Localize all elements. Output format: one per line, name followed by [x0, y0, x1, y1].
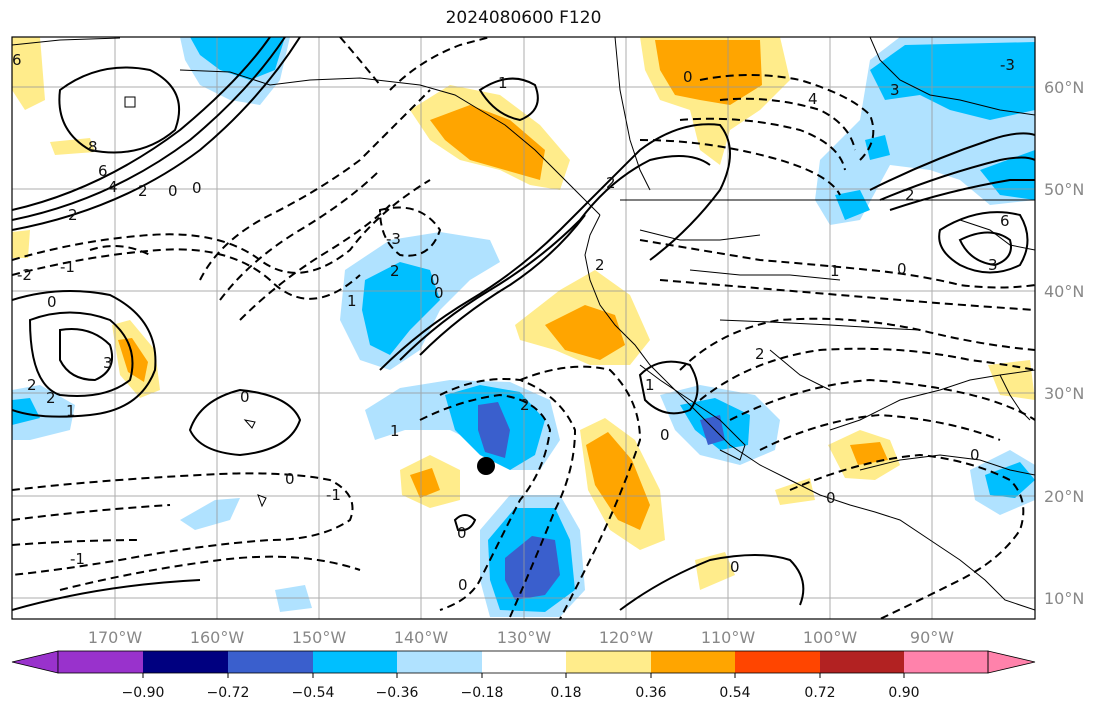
colorbar-tick-label: 0.18	[550, 685, 581, 701]
colorbar-extend-low	[11, 650, 59, 674]
lon-label: 100°W	[803, 628, 858, 647]
lat-label: 50°N	[1044, 180, 1084, 199]
colorbar-bin	[228, 651, 313, 673]
contour-label: 1	[66, 402, 76, 420]
colorbar-bin	[904, 651, 988, 673]
contour-label: -3	[386, 230, 401, 248]
colorbar-bin	[58, 651, 143, 673]
contour-label: 8	[88, 138, 98, 156]
lon-label: 130°W	[497, 628, 552, 647]
contour-label: 6	[98, 162, 108, 180]
contour-label: 2	[390, 262, 400, 280]
contour-label: -1	[326, 486, 341, 504]
lon-label: 120°W	[599, 628, 654, 647]
contour-label: 4	[108, 178, 118, 196]
colorbar-outline	[57, 650, 989, 674]
contour-label: -1	[70, 550, 85, 568]
colorbar-extend-high	[987, 650, 1036, 674]
contour-label: 0	[458, 576, 468, 594]
colorbar-bin	[566, 651, 651, 673]
lat-label: 20°N	[1044, 487, 1084, 506]
colorbar-tick-label: −0.90	[122, 685, 165, 701]
storm-position-marker	[477, 457, 495, 475]
contour-label: 0	[192, 179, 202, 197]
colorbar-bin	[482, 651, 566, 673]
contour-label: 0	[285, 470, 295, 488]
coastlines	[12, 37, 1035, 611]
longitude-labels: 170°W 160°W 150°W 140°W 130°W 120°W 110°…	[88, 628, 954, 647]
contour-label: 2	[606, 174, 616, 192]
lat-label: 40°N	[1044, 282, 1084, 301]
contour-label: 0	[970, 446, 980, 464]
contour-label: 0	[434, 284, 444, 302]
contour-label: 2	[520, 396, 530, 414]
contour-label: 2	[46, 389, 56, 407]
colorbar-bin	[651, 651, 735, 673]
colorbar-ticks	[142, 673, 905, 678]
contour-label: 3	[890, 81, 900, 99]
contour-label: 3	[103, 354, 113, 372]
contour-label: -2	[17, 266, 32, 284]
contour-label: 0	[897, 260, 907, 278]
lon-label: 150°W	[292, 628, 347, 647]
dashed-contour-lines	[12, 37, 1035, 619]
contour-label: 1	[498, 74, 508, 92]
lat-label: 60°N	[1044, 78, 1084, 97]
colorbar-bin	[397, 651, 482, 673]
contour-label: 0	[47, 293, 57, 311]
colorbar-tick-label: −0.36	[376, 685, 419, 701]
contour-label: 1	[390, 422, 400, 440]
colorbar-bin	[313, 651, 397, 673]
colorbar-tick-label: 0.54	[719, 685, 750, 701]
lon-label: 160°W	[190, 628, 245, 647]
contour-label: 2	[755, 345, 765, 363]
contour-label: 6	[12, 51, 22, 69]
lon-label: 140°W	[394, 628, 449, 647]
colorbar-bin	[143, 651, 228, 673]
contour-label: 0	[168, 182, 178, 200]
contour-label: 0	[730, 558, 740, 576]
map-content: 3 2 2 1 0 -1 -2 8 6 4 2 0 0 2 6 -3 2 1 0…	[12, 37, 1035, 619]
contour-label: 1	[347, 292, 357, 310]
colorbar-tick-label: 0.90	[888, 685, 919, 701]
map-title: 2024080600 F120	[445, 8, 602, 28]
lon-label: 90°W	[910, 628, 954, 647]
contour-label: 1	[830, 262, 840, 280]
lon-label: 170°W	[88, 628, 143, 647]
colorbar-tick-label: −0.18	[461, 685, 504, 701]
contour-label: 1	[645, 376, 655, 394]
positive-anomaly-shading	[12, 37, 1035, 590]
contour-label: 6	[1000, 212, 1010, 230]
map-frame	[11, 36, 1036, 620]
contour-label: 2	[595, 256, 605, 274]
contour-label: -3	[1000, 56, 1015, 74]
contour-labels: 3 2 2 1 0 -1 -2 8 6 4 2 0 0 2 6 -3 2 1 0…	[12, 51, 1015, 594]
lon-label: 110°W	[701, 628, 756, 647]
colorbar: −0.90 −0.72 −0.54 −0.36 −0.18 0.18 0.36 …	[11, 650, 1036, 701]
colorbar-tick-label: 0.36	[635, 685, 666, 701]
contour-label: 0	[240, 388, 250, 406]
contour-label: 2	[138, 182, 148, 200]
colorbar-tick-label: −0.54	[292, 685, 335, 701]
contour-label: -1	[60, 258, 75, 276]
lat-label: 10°N	[1044, 589, 1084, 608]
colorbar-tick-label: −0.72	[207, 685, 250, 701]
contour-label: 0	[660, 426, 670, 444]
contour-label: 0	[430, 271, 440, 289]
colorbar-bin	[820, 651, 904, 673]
contour-label: 2	[27, 376, 37, 394]
lat-label: 30°N	[1044, 384, 1084, 403]
contour-lines	[12, 37, 1035, 611]
contour-label: 0	[826, 489, 836, 507]
colorbar-bin	[735, 651, 820, 673]
contour-label: 3	[988, 256, 998, 274]
contour-label: 0	[457, 524, 467, 542]
contour-label: 0	[683, 68, 693, 86]
contour-label: 2	[68, 206, 78, 224]
latitude-labels: 60°N 50°N 40°N 30°N 20°N 10°N	[1044, 78, 1084, 608]
colorbar-tick-label: 0.72	[804, 685, 835, 701]
contour-label: 2	[905, 186, 915, 204]
contour-label: 4	[808, 90, 818, 108]
